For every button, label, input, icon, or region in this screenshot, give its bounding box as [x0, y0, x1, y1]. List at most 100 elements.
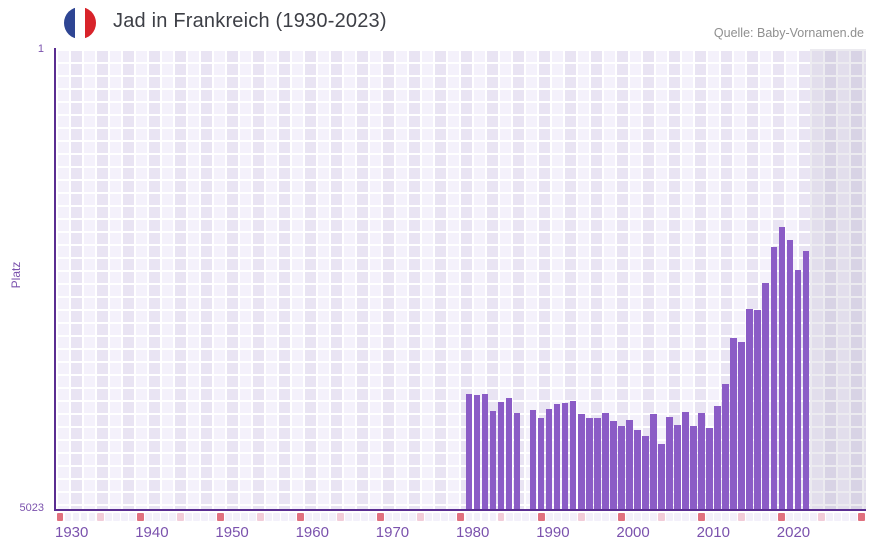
year-tick-1995 [577, 512, 585, 521]
rank-bar-2003[interactable] [642, 436, 649, 509]
year-tick-1942 [152, 512, 160, 521]
rank-bar-1994[interactable] [570, 401, 577, 509]
year-tick-1977 [433, 512, 441, 521]
year-tick-1961 [305, 512, 313, 521]
rank-bar-1981[interactable] [465, 394, 473, 509]
rank-bar-1986[interactable] [505, 398, 513, 509]
year-tick-1971 [385, 512, 393, 521]
year-tick-1970 [377, 512, 385, 521]
year-tick-1955 [256, 512, 264, 521]
year-tick-1969 [369, 512, 377, 521]
rank-bar-1998[interactable] [602, 413, 609, 509]
year-tick-1945 [176, 512, 184, 521]
rank-bar-2015[interactable] [738, 342, 745, 509]
year-tick-1996 [585, 512, 593, 521]
year-tick-2018 [762, 512, 770, 521]
year-tick-1994 [569, 512, 577, 521]
year-tick-2014 [730, 512, 738, 521]
rank-bar-1999[interactable] [610, 421, 617, 509]
rank-bar-1991[interactable] [545, 409, 553, 509]
x-axis-label-1970: 1970 [375, 524, 410, 541]
rank-bar-2016[interactable] [746, 309, 753, 509]
rank-bar-2017[interactable] [754, 310, 761, 509]
year-tick-1991 [545, 512, 553, 521]
rank-bar-2001[interactable] [626, 420, 633, 509]
rank-bar-2009[interactable] [690, 426, 697, 509]
year-tick-2002 [633, 512, 641, 521]
rank-bar-2010[interactable] [698, 413, 705, 509]
year-tick-1937 [112, 512, 120, 521]
rank-bar-2018[interactable] [762, 283, 769, 509]
rank-bar-1990[interactable] [537, 418, 545, 509]
rank-bar-2006[interactable] [666, 417, 673, 509]
rank-bar-1989[interactable] [529, 410, 537, 509]
year-tick-2024 [810, 512, 818, 521]
rank-bar-2012[interactable] [714, 406, 721, 509]
year-tick-2026 [826, 512, 834, 521]
rank-bar-2004[interactable] [650, 414, 657, 509]
year-tick-2004 [649, 512, 657, 521]
rank-bar-2014[interactable] [730, 338, 737, 509]
year-tick-1938 [120, 512, 128, 521]
year-tick-2016 [746, 512, 754, 521]
year-tick-2008 [682, 512, 689, 521]
year-tick-1941 [144, 512, 152, 521]
year-tick-1997 [593, 512, 601, 521]
year-tick-2005 [657, 512, 665, 521]
year-tick-1987 [513, 512, 521, 521]
y-axis-max-label: 1 [37, 43, 44, 55]
rank-bar-2019[interactable] [770, 246, 777, 509]
year-tick-1950 [216, 512, 224, 521]
x-axis-line [54, 509, 866, 511]
rank-bar-2002[interactable] [634, 430, 641, 509]
year-tick-2001 [625, 512, 633, 521]
year-tick-1992 [553, 512, 561, 521]
x-axis-label-1940: 1940 [135, 524, 169, 541]
year-tick-1956 [265, 512, 272, 521]
year-tick-1999 [609, 512, 617, 521]
rank-bar-2021[interactable] [786, 239, 794, 509]
rank-bar-1996[interactable] [586, 418, 593, 509]
rank-bar-1997[interactable] [594, 418, 601, 509]
rank-bar-2023[interactable] [802, 250, 810, 509]
year-tick-1968 [361, 512, 369, 521]
rank-bar-2013[interactable] [722, 384, 729, 509]
rank-bar-1985[interactable] [497, 402, 505, 509]
rank-bar-1995[interactable] [578, 414, 585, 509]
rank-bar-2005[interactable] [658, 444, 665, 509]
year-tick-2020 [778, 512, 786, 521]
rank-bar-2022[interactable] [794, 270, 802, 509]
year-tick-1993 [561, 512, 569, 521]
rank-bar-2011[interactable] [706, 428, 713, 509]
year-tick-2011 [706, 512, 713, 521]
year-tick-1982 [473, 512, 481, 521]
rank-bar-1982[interactable] [473, 395, 481, 509]
rank-bar-2000[interactable] [618, 426, 625, 509]
rank-bar-1983[interactable] [481, 394, 489, 509]
flag-blue-stripe [64, 7, 75, 39]
rank-bar-1984[interactable] [489, 411, 497, 509]
x-axis-label-2000: 2000 [616, 524, 650, 541]
rank-bar-1993[interactable] [561, 403, 569, 509]
year-tick-2017 [754, 512, 762, 521]
rank-bar-2008[interactable] [682, 412, 689, 509]
year-tick-1959 [289, 512, 296, 521]
year-tick-2028 [842, 512, 850, 521]
y-axis-line [54, 48, 56, 511]
year-tick-1936 [104, 512, 112, 521]
year-tick-2012 [714, 512, 722, 521]
x-axis-label-1980: 1980 [455, 524, 490, 541]
year-tick-1979 [449, 512, 457, 521]
rank-bar-2020[interactable] [778, 226, 785, 509]
future-years-shade [809, 49, 866, 509]
rank-bar-2007[interactable] [674, 425, 681, 509]
year-tick-1972 [393, 512, 401, 521]
flag-white-stripe [74, 7, 86, 39]
rank-bar-1987[interactable] [513, 413, 521, 509]
x-axis-label-2020: 2020 [776, 524, 811, 541]
year-tick-1984 [489, 512, 497, 521]
year-tick-2023 [802, 512, 810, 521]
rank-bar-1992[interactable] [553, 404, 561, 509]
